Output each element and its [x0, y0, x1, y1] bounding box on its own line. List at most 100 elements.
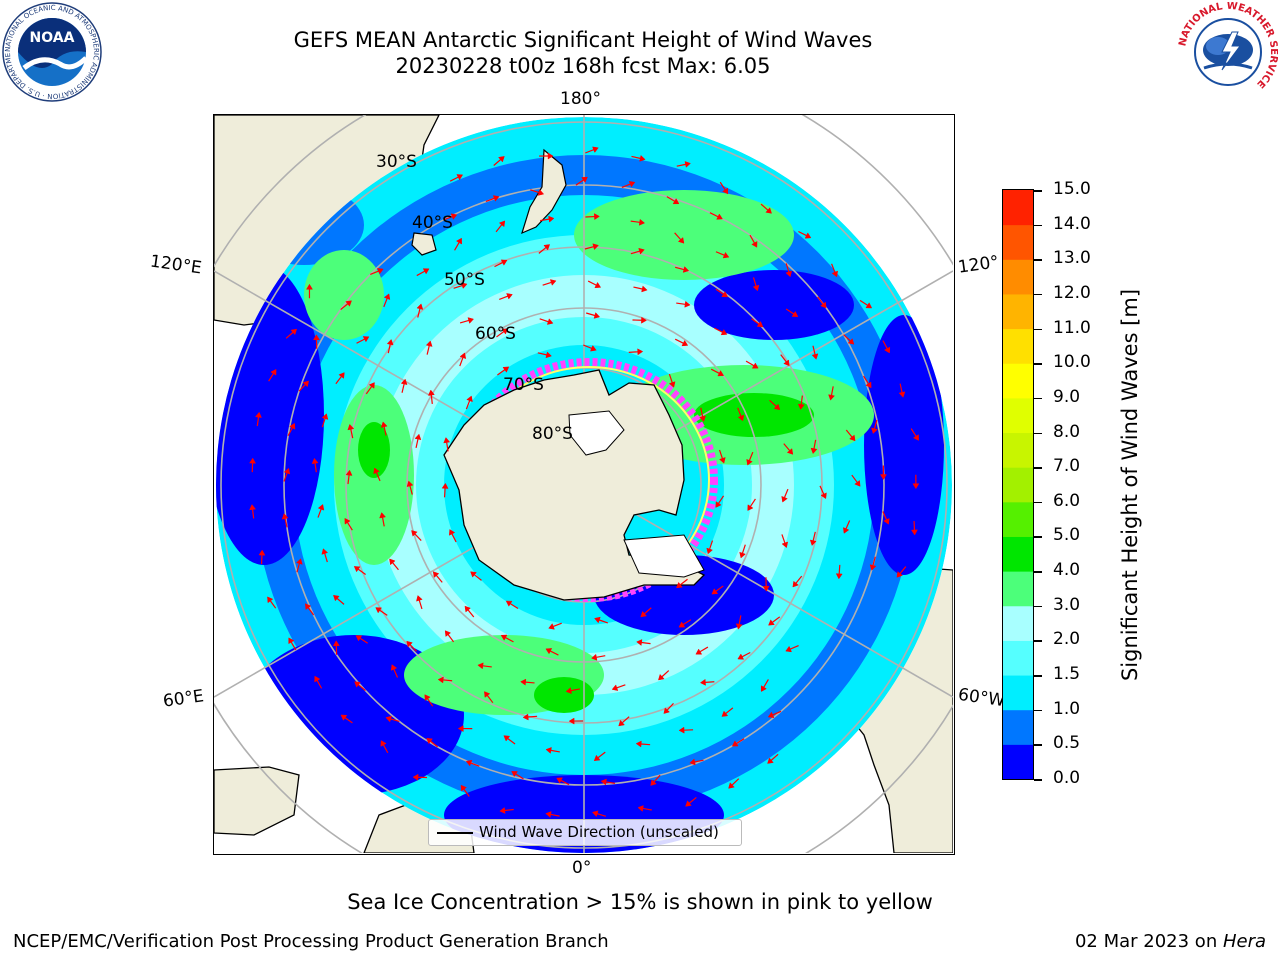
- wave-arrow-head: [556, 777, 563, 784]
- wave-arrow-head: [835, 573, 843, 580]
- wave-arrow-shaft: [899, 566, 907, 574]
- wave-arrow-head: [684, 300, 691, 308]
- wave-arrow-head: [255, 411, 262, 418]
- wave-arrow-head: [716, 213, 723, 220]
- wave-arrow-head: [406, 480, 414, 487]
- wave-arrow-head: [270, 368, 277, 376]
- wave-arrow-head: [506, 293, 513, 300]
- lat-label-80s: 80°S: [532, 424, 573, 444]
- wave-arrow-shaft: [785, 263, 790, 273]
- wave-arrow-shaft: [539, 318, 549, 323]
- wave-arrow-shaft: [605, 781, 616, 784]
- wave-arrow-head: [345, 300, 352, 307]
- wave-arrow-head: [565, 687, 572, 694]
- wave-arrow-shaft: [298, 384, 306, 392]
- wave-arrow-head: [739, 551, 746, 559]
- lat-label-30s: 30°S: [376, 152, 417, 172]
- wave-arrow-shaft: [700, 407, 704, 417]
- wave-arrow-shaft: [873, 419, 878, 429]
- wave-arrow-shaft: [845, 520, 851, 529]
- wave-arrow-head: [422, 268, 430, 275]
- wave-arrow-head: [503, 735, 511, 742]
- wave-arrow-head: [747, 504, 754, 511]
- wave-arrow-head: [443, 437, 451, 444]
- wave-arrow-head: [546, 318, 554, 325]
- wave-arrow-shaft: [899, 383, 903, 393]
- wave-arrow-head: [406, 640, 413, 648]
- wave-arrow-shaft: [709, 212, 719, 218]
- wave-patch-4m: [694, 393, 814, 437]
- wave-arrow-shaft: [780, 354, 787, 363]
- wave-arrow-shaft: [674, 338, 684, 344]
- wave-arrow-shaft: [401, 383, 405, 393]
- wave-arrow-head: [249, 457, 256, 464]
- colorbar-tick-mark: [1034, 363, 1042, 365]
- colorbar-tick-mark: [1034, 675, 1042, 677]
- wave-arrow-head: [785, 645, 792, 653]
- colorbar-band: [1003, 675, 1033, 711]
- wave-arrow-shaft: [760, 203, 769, 211]
- colorbar-band: [1003, 328, 1033, 364]
- wave-arrow-head: [426, 737, 433, 745]
- lat-label-50s: 50°S: [444, 270, 485, 290]
- wave-arrow-shaft: [494, 262, 503, 268]
- wave-arrow-head: [760, 685, 767, 692]
- colorbar-tick-label: 14.0: [1053, 213, 1091, 234]
- lon-label-180: 180°: [560, 89, 601, 109]
- wave-arrow-head: [355, 635, 363, 642]
- footer-org: NCEP/EMC/Verification Post Processing Pr…: [13, 931, 609, 952]
- wave-arrow-shaft: [470, 762, 480, 767]
- wave-arrow-head: [898, 391, 906, 398]
- lon-label-60e: 60°E: [161, 686, 206, 712]
- wave-arrow-shaft: [553, 622, 562, 628]
- wave-arrow-head: [498, 156, 505, 163]
- wave-arrow-head: [545, 811, 552, 818]
- deep-water-patch: [864, 315, 944, 575]
- wind-wave-arrows: [249, 146, 920, 818]
- wave-arrow-head: [548, 623, 555, 630]
- wave-arrow-head: [306, 283, 313, 290]
- wave-arrow-head: [737, 653, 745, 660]
- wave-arrow-shaft: [633, 286, 643, 290]
- wave-arrow-head: [792, 580, 799, 588]
- wave-arrow-head: [711, 588, 719, 595]
- wave-arrow-shaft: [336, 598, 345, 605]
- wave-arrow-head: [591, 653, 598, 661]
- wave-arrow-head: [668, 381, 676, 388]
- wave-arrow-shaft: [356, 338, 365, 344]
- wave-arrow-head: [865, 302, 873, 309]
- wave-arrow-shaft: [387, 344, 391, 354]
- wave-arrow-shaft: [393, 668, 399, 678]
- wave-arrow-head: [912, 434, 919, 441]
- wave-arrow-shaft: [335, 376, 342, 385]
- colorbar-tick-mark: [1034, 224, 1042, 227]
- wave-arrow-shaft: [714, 327, 723, 333]
- wave-arrow-head: [717, 370, 725, 377]
- lon-label-0: 0°: [572, 858, 592, 878]
- colorbar-band: [1003, 709, 1033, 745]
- wave-arrow-head: [828, 394, 835, 401]
- wave-arrow-shaft: [751, 318, 760, 325]
- wave-arrow-shaft: [851, 474, 858, 483]
- wave-arrow-shaft: [819, 485, 825, 495]
- wave-arrow-shaft: [495, 224, 503, 233]
- wave-arrow-head: [456, 174, 464, 181]
- colorbar-tick-mark: [1034, 397, 1042, 400]
- wave-arrow-head: [731, 740, 739, 747]
- wave-arrow-head: [258, 549, 266, 556]
- lat-label-70s: 70°S: [503, 375, 544, 395]
- wave-arrow-shaft: [435, 575, 443, 583]
- wave-arrow-shaft: [694, 759, 704, 763]
- colorbar-band: [1003, 744, 1033, 779]
- wave-arrow-shaft: [482, 665, 492, 668]
- wave-arrow-head: [460, 282, 468, 289]
- wave-arrow-shaft: [510, 603, 519, 609]
- wave-arrow-head: [380, 421, 388, 428]
- wave-arrow-head: [499, 807, 506, 814]
- wave-arrow-shaft: [321, 418, 326, 428]
- wave-arrow-head: [390, 664, 398, 671]
- wave-arrow-shaft: [358, 684, 366, 691]
- wave-arrow-head: [797, 403, 805, 410]
- wave-arrow-shaft: [676, 302, 686, 305]
- colorbar-tick-label: 5.0: [1053, 525, 1081, 546]
